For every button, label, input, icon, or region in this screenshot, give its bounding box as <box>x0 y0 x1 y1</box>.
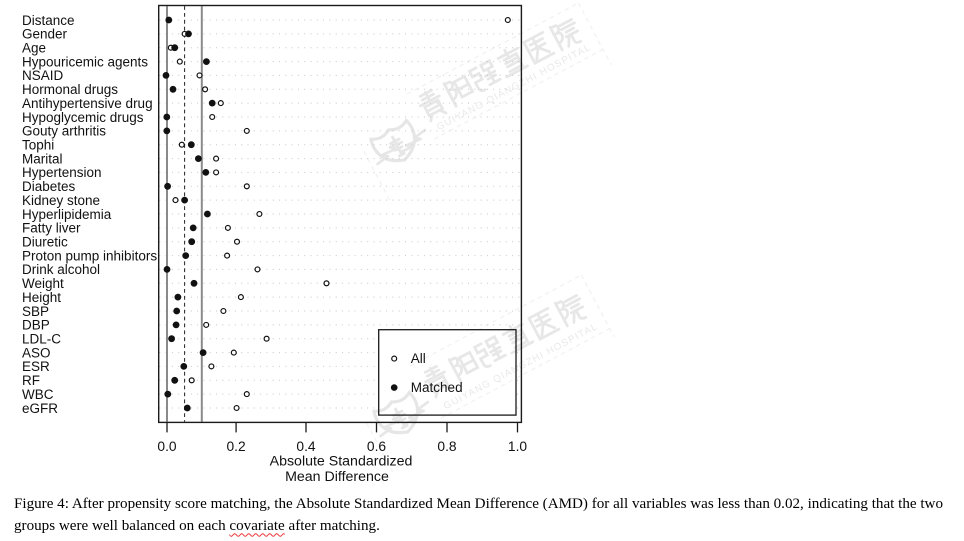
svg-text:Drink alcohol: Drink alcohol <box>22 262 100 277</box>
svg-text:eGFR: eGFR <box>22 401 58 416</box>
svg-text:Distance: Distance <box>22 13 75 28</box>
svg-text:Diuretic: Diuretic <box>22 235 68 250</box>
svg-text:ASO: ASO <box>22 345 51 360</box>
svg-text:Hormonal drugs: Hormonal drugs <box>22 82 118 97</box>
svg-text:Gouty arthritis: Gouty arthritis <box>22 124 106 139</box>
svg-text:Hypertension: Hypertension <box>22 165 102 180</box>
svg-text:Kidney stone: Kidney stone <box>22 193 100 208</box>
svg-text:Antihypertensive drug: Antihypertensive drug <box>22 96 153 111</box>
svg-text:Proton pump inhibitors: Proton pump inhibitors <box>22 248 157 263</box>
svg-text:Hypouricemic agents: Hypouricemic agents <box>22 54 148 69</box>
svg-text:Hyperlipidemia: Hyperlipidemia <box>22 207 112 222</box>
svg-text:Fatty liver: Fatty liver <box>22 221 81 236</box>
svg-text:Tophi: Tophi <box>22 138 54 153</box>
svg-text:Height: Height <box>22 290 61 305</box>
svg-text:Marital: Marital <box>22 151 63 166</box>
svg-text:0.6: 0.6 <box>367 439 387 454</box>
svg-text:0.0: 0.0 <box>157 439 177 454</box>
svg-text:SBP: SBP <box>22 304 49 319</box>
svg-text:Mean Difference: Mean Difference <box>285 469 389 485</box>
svg-text:RF: RF <box>22 373 40 388</box>
svg-text:Matched: Matched <box>411 380 463 395</box>
svg-text:ESR: ESR <box>22 359 50 374</box>
svg-text:LDL-C: LDL-C <box>22 332 61 347</box>
svg-text:Age: Age <box>22 41 46 56</box>
svg-text:NSAID: NSAID <box>22 68 64 83</box>
svg-text:Absolute Standardized: Absolute Standardized <box>270 454 413 470</box>
svg-text:0.2: 0.2 <box>227 439 246 454</box>
svg-text:DBP: DBP <box>22 318 50 333</box>
svg-text:Hypoglycemic drugs: Hypoglycemic drugs <box>22 110 144 125</box>
svg-text:WBC: WBC <box>22 387 54 402</box>
svg-text:1.0: 1.0 <box>508 439 528 454</box>
svg-text:Weight: Weight <box>22 276 64 291</box>
svg-text:Diabetes: Diabetes <box>22 179 76 194</box>
svg-text:All: All <box>411 351 426 366</box>
svg-text:0.8: 0.8 <box>437 439 457 454</box>
svg-text:Gender: Gender <box>22 27 68 42</box>
svg-text:0.4: 0.4 <box>296 439 316 454</box>
